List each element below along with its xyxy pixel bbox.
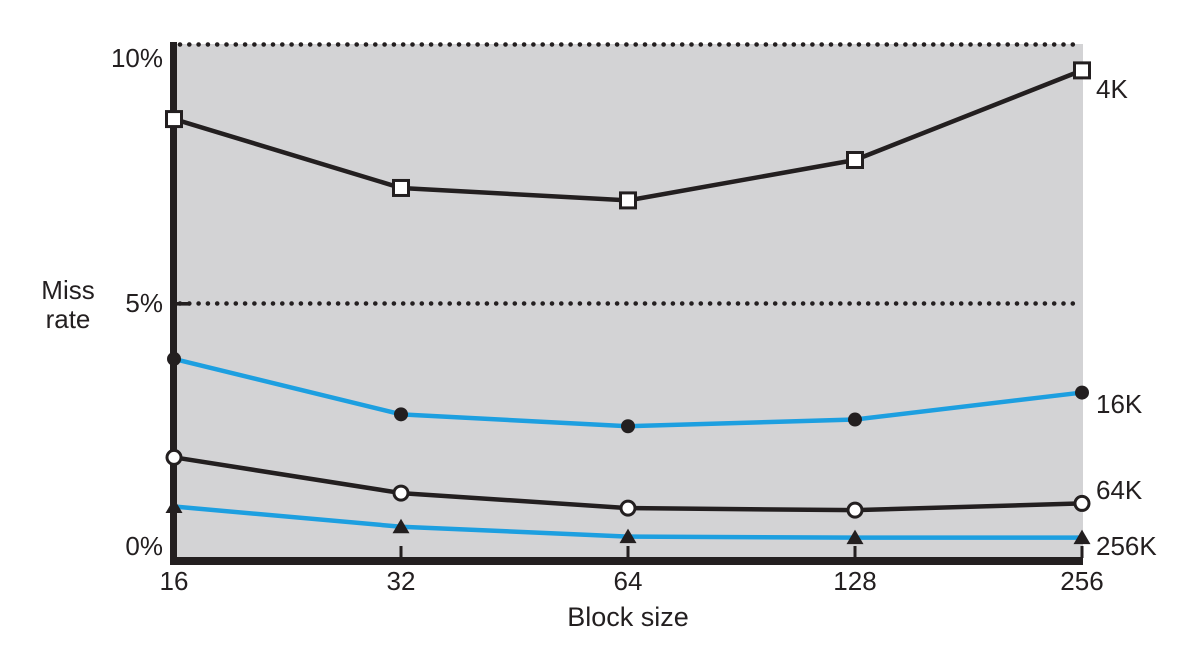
series-label-4K: 4K: [1096, 74, 1128, 105]
filled-circle-icon-16K-256: [1075, 385, 1089, 400]
y-tick-label-5pct: 5%: [125, 288, 163, 318]
open-circle-icon-64K-128: [846, 501, 864, 519]
filled-triangle-icon-256K-64: [619, 528, 637, 544]
x-tick-128: [853, 546, 857, 558]
open-circle-icon-64K-256: [1073, 494, 1091, 512]
x-tick-64: [626, 546, 630, 558]
x-tick-32: [399, 546, 403, 558]
y-tick-label-10pct: 10%: [110, 43, 163, 73]
open-square-icon-4K-256: [1073, 61, 1091, 80]
x-tick-256: [1080, 546, 1084, 558]
filled-circle-icon-16K-16: [167, 351, 181, 366]
filled-triangle-icon-256K-16: [165, 498, 183, 514]
x-tick-label-64: 64: [613, 566, 643, 596]
filled-triangle-icon-256K-32: [392, 518, 410, 534]
filled-triangle-icon-256K-256: [1073, 529, 1091, 545]
open-circle-icon-64K-32: [392, 484, 410, 502]
filled-triangle-icon-256K-128: [846, 529, 864, 545]
open-square-icon-4K-128: [846, 150, 864, 169]
filled-circle-icon-16K-64: [621, 419, 635, 434]
x-axis: [170, 557, 1083, 565]
x-tick-label-32: 32: [386, 566, 416, 596]
open-square-icon-4K-64: [619, 191, 637, 210]
series-label-256K: 256K: [1096, 530, 1157, 561]
series-label-16K: 16K: [1096, 388, 1143, 419]
y-axis: [170, 42, 177, 565]
y-axis-title: Miss rate: [41, 275, 95, 334]
filled-circle-icon-16K-32: [394, 407, 408, 422]
x-tick-label-256: 256: [1060, 566, 1104, 596]
open-square-icon-4K-16: [165, 110, 183, 129]
y-tick-label-0pct: 0%: [125, 531, 163, 561]
open-circle-icon-64K-16: [165, 448, 183, 466]
open-circle-icon-64K-64: [619, 499, 637, 517]
y-tick-5pct: [177, 302, 190, 306]
filled-circle-icon-16K-128: [848, 412, 862, 427]
x-axis-title: Block size: [567, 602, 689, 632]
series-label-64K: 64K: [1096, 475, 1143, 506]
x-tick-label-128: 128: [833, 566, 877, 596]
x-tick-label-16: 16: [159, 566, 189, 596]
open-square-icon-4K-32: [392, 178, 410, 197]
x-tick-16: [172, 546, 176, 558]
